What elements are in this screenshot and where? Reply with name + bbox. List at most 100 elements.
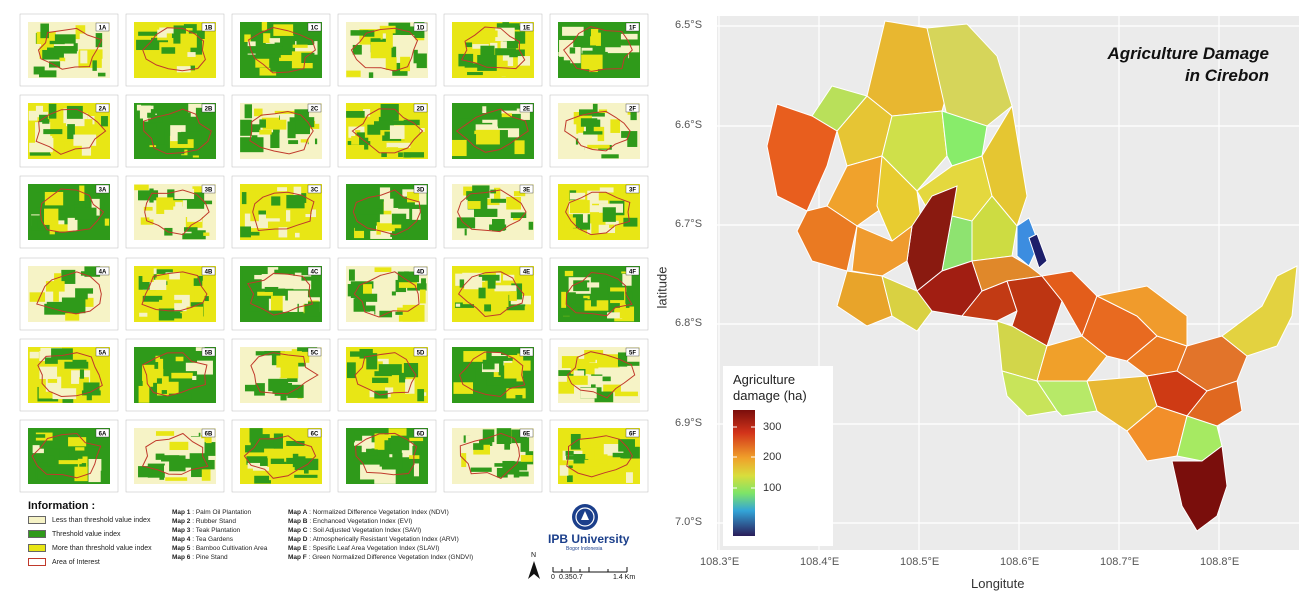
map-tile: 3A bbox=[19, 175, 119, 249]
colorbar-tick-200: 200 bbox=[763, 451, 782, 463]
y-axis-title: latitude bbox=[654, 266, 670, 309]
tile-label: 4F bbox=[629, 270, 636, 276]
legend-item-aoi: Area of Interest bbox=[28, 558, 100, 566]
tile-label: 1A bbox=[99, 26, 107, 32]
district-region bbox=[881, 275, 933, 332]
district-region bbox=[1036, 380, 1098, 417]
map-list-item: Map 3 : Teak Plantation bbox=[172, 527, 241, 534]
tile-label: 6B bbox=[205, 432, 213, 438]
tile-label: 1E bbox=[523, 26, 530, 32]
map-tile: 2B bbox=[125, 94, 225, 168]
map-tile: 4D bbox=[337, 257, 437, 331]
map-tile: 4B bbox=[125, 257, 225, 331]
x-tick: 108.7°E bbox=[1100, 556, 1140, 568]
plot-panel: Agriculture Damage in Cirebon Agricultur… bbox=[717, 16, 1299, 550]
logo-subtitle: Bogor Indonesia bbox=[566, 546, 603, 552]
map-title-line1: Agriculture Damage bbox=[1107, 44, 1269, 63]
map-tile: 6C bbox=[231, 419, 331, 493]
district-region bbox=[766, 103, 838, 212]
map-tile: 3C bbox=[231, 175, 331, 249]
map-tile: 5C bbox=[231, 338, 331, 412]
map-tile: 3B bbox=[125, 175, 225, 249]
tile-label: 3F bbox=[629, 188, 636, 194]
tile-label: 3C bbox=[311, 188, 319, 194]
map-tile: 1C bbox=[231, 13, 331, 87]
district-polygons bbox=[766, 20, 1298, 532]
colorbar-title-2: damage (ha) bbox=[733, 388, 807, 403]
map-tile: 6A bbox=[19, 419, 119, 493]
ipb-logo-icon bbox=[572, 504, 598, 530]
tile-label: 4B bbox=[205, 270, 213, 276]
tile-label: 3B bbox=[205, 188, 213, 194]
map-tile: 5B bbox=[125, 338, 225, 412]
choropleth-figure: Agriculture Damage in Cirebon Agricultur… bbox=[654, 0, 1305, 602]
colorbar-title-1: Agriculture bbox=[733, 372, 796, 387]
map-tile: 1A bbox=[19, 13, 119, 87]
legend-label-threshold: Threshold value index bbox=[52, 530, 121, 538]
x-tick: 108.5°E bbox=[900, 556, 940, 568]
legend-swatch-more bbox=[28, 544, 46, 552]
map-list-item: Map 4 : Tea Gardens bbox=[172, 536, 233, 543]
tile-label: 2E bbox=[523, 107, 530, 113]
map-tile: 5D bbox=[337, 338, 437, 412]
map-tile: 3E bbox=[443, 175, 543, 249]
map-list-item: Map 5 : Bamboo Cultivation Area bbox=[172, 545, 268, 552]
tile-label: 6F bbox=[629, 432, 636, 438]
district-region bbox=[981, 104, 1028, 228]
map-list-item: Map 2 : Rubber Stand bbox=[172, 518, 236, 525]
map-tile: 6F bbox=[549, 419, 649, 493]
district-region bbox=[1186, 380, 1243, 427]
vegetation-index-figure: 1A 1B 1C 1D 1E 1F 2A 2B 2C 2D 2E 2F 3A 3B 3C 3D 3E 3F 4A 4B… bbox=[19, 13, 649, 581]
tile-label: 6C bbox=[311, 432, 319, 438]
map-list-item: Map 6 : Pine Stand bbox=[172, 554, 228, 561]
tile-label: 2A bbox=[99, 107, 107, 113]
x-tick: 108.8°E bbox=[1200, 556, 1240, 568]
colorbar-tick-100: 100 bbox=[763, 482, 782, 494]
district-region bbox=[1028, 233, 1048, 269]
district-region bbox=[881, 110, 948, 192]
map-tile: 5E bbox=[443, 338, 543, 412]
legend-swatch-aoi bbox=[28, 558, 46, 566]
tile-label: 3E bbox=[523, 188, 530, 194]
district-region bbox=[1095, 285, 1188, 347]
map-tile: 1D bbox=[337, 13, 437, 87]
map-title-line2: in Cirebon bbox=[1184, 66, 1269, 85]
tile-label: 2F bbox=[629, 107, 636, 113]
legend-item-more: More than threshold value index bbox=[28, 544, 152, 552]
north-label: N bbox=[531, 552, 537, 559]
index-list-item: Map D : Atmospherically Resistant Vegeta… bbox=[288, 536, 459, 543]
legend-label-less: Less than threshold value index bbox=[52, 516, 151, 524]
tile-label: 6A bbox=[99, 432, 107, 438]
map-tile: 4F bbox=[549, 257, 649, 331]
tile-label: 4C bbox=[311, 270, 319, 276]
tile-label: 2B bbox=[205, 107, 213, 113]
legend-label-more: More than threshold value index bbox=[52, 544, 152, 552]
map-tile: 2F bbox=[549, 94, 649, 168]
scale-label-2: 0.7 bbox=[573, 574, 583, 581]
district-region bbox=[1221, 265, 1298, 357]
map-tile: 6E bbox=[443, 419, 543, 493]
choropleth-map bbox=[717, 16, 1299, 550]
colorbar-legend: Agriculture damage (ha) bbox=[723, 366, 833, 546]
y-tick: 6.5°S bbox=[675, 19, 703, 31]
index-list: Map A : Normalized Difference Vegetation… bbox=[288, 508, 473, 562]
legend-item-less: Less than threshold value index bbox=[28, 516, 150, 524]
map-tile: 1F bbox=[549, 13, 649, 87]
tile-label: 5D bbox=[417, 351, 425, 357]
district-region bbox=[1001, 370, 1058, 417]
map-list: Map 1 : Palm Oil Plantation Map 2 : Rubb… bbox=[172, 508, 267, 562]
index-list-item: Map A : Normalized Difference Vegetation… bbox=[288, 509, 449, 516]
district-region bbox=[1176, 415, 1223, 462]
y-tick: 6.7°S bbox=[675, 218, 703, 230]
tile-label: 1D bbox=[417, 26, 425, 32]
x-tick: 108.6°E bbox=[1000, 556, 1040, 568]
colorbar bbox=[733, 410, 755, 536]
map-tile: 1B bbox=[125, 13, 225, 87]
index-list-item: Map F : Green Normalized Difference Vege… bbox=[288, 554, 474, 561]
map-tile: 3F bbox=[549, 175, 649, 249]
scale-label-1: 0.35 bbox=[559, 574, 573, 581]
tile-label: 3D bbox=[417, 188, 425, 194]
tile-label: 5E bbox=[523, 351, 530, 357]
logo-name: IPB University bbox=[548, 532, 630, 546]
tile-label: 1B bbox=[205, 26, 213, 32]
